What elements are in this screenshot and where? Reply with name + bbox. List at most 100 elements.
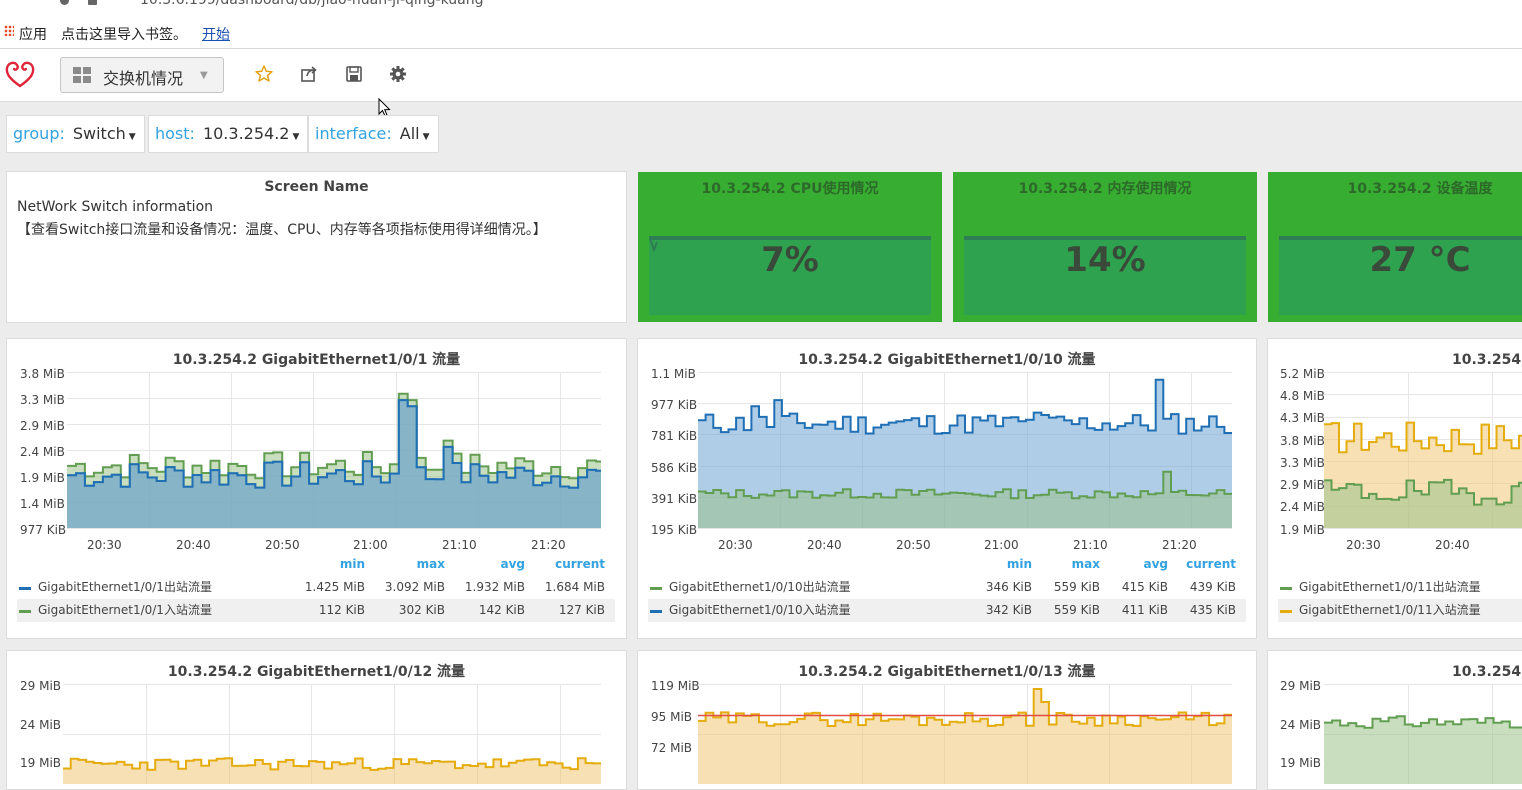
panel-title[interactable]: 10.3.254.2 GigabitEthernet1/0/12 流量 bbox=[167, 664, 466, 680]
legend-row[interactable]: GigabitEthernet1/0/10入站流量 342 KiB 559 Ki… bbox=[648, 599, 1246, 622]
legend-max-value: 3.092 MiB bbox=[384, 580, 445, 594]
y-axis-tick: 3.3 MiB bbox=[20, 393, 65, 407]
bookmarks-bar: 应用 点击这里导入书签。 开始 bbox=[0, 12, 1522, 49]
x-axis-tick: 21:00 bbox=[353, 538, 388, 552]
series-area bbox=[698, 471, 1232, 528]
caret-down-icon: ▼ bbox=[128, 132, 136, 142]
series-color-swatch[interactable] bbox=[1280, 587, 1292, 590]
graph-panel-ge1-0-11: 10.3.254.2 GigabitEthernet1/0/11 流量 5.2 … bbox=[1267, 338, 1522, 639]
share-icon[interactable] bbox=[299, 64, 319, 84]
series-name[interactable]: GigabitEthernet1/0/10入站流量 bbox=[669, 603, 851, 617]
bookmark-start-link[interactable]: 开始 bbox=[202, 27, 230, 43]
graph-plot-area[interactable] bbox=[1324, 684, 1522, 784]
legend-row[interactable]: GigabitEthernet1/0/10出站流量 346 KiB 559 Ki… bbox=[648, 576, 1246, 599]
x-axis-tick: 20:50 bbox=[896, 538, 931, 552]
legend-header-avg[interactable]: avg bbox=[1143, 557, 1168, 571]
series-color-swatch[interactable] bbox=[650, 610, 662, 613]
series-line bbox=[67, 399, 601, 489]
home-icon[interactable] bbox=[88, 0, 97, 5]
legend-row[interactable]: GigabitEthernet1/0/1出站流量 1.425 MiB 3.092… bbox=[17, 576, 615, 599]
sparkline-area bbox=[1279, 236, 1522, 315]
apps-grid-icon[interactable] bbox=[4, 25, 14, 36]
legend-header-avg[interactable]: avg bbox=[500, 557, 525, 571]
legend-header-min[interactable]: min bbox=[339, 557, 365, 571]
y-axis-tick: 4.3 MiB bbox=[1280, 411, 1325, 425]
x-axis-tick: 20:30 bbox=[718, 538, 753, 552]
panel-title[interactable]: 10.3.254.2 GigabitEthernet1/0/10 流量 bbox=[798, 352, 1096, 368]
memory-stat-panel: 10.3.254.2 内存使用情况 14% bbox=[953, 172, 1257, 322]
series-line bbox=[63, 757, 601, 771]
legend-header-max[interactable]: max bbox=[1071, 557, 1100, 571]
variable-group-value[interactable]: Switch bbox=[72, 124, 126, 143]
y-axis-tick: 24 MiB bbox=[20, 718, 62, 732]
variable-host-value[interactable]: 10.3.254.2 bbox=[202, 124, 290, 143]
x-axis-tick: 21:10 bbox=[1073, 538, 1108, 552]
sparkline-spike bbox=[649, 238, 658, 252]
text-line-1: NetWork Switch information bbox=[17, 199, 214, 215]
legend-row[interactable]: GigabitEthernet1/0/11入站流量 bbox=[1278, 599, 1522, 622]
series-area bbox=[1324, 716, 1522, 784]
stat-value: 14% bbox=[1064, 240, 1146, 280]
series-name[interactable]: GigabitEthernet1/0/1出站流量 bbox=[38, 580, 212, 594]
panel-title[interactable]: 10.3.254.2 CPU使用情况 bbox=[701, 181, 879, 197]
bookmark-apps[interactable]: 应用 bbox=[19, 27, 47, 43]
legend-header-max[interactable]: max bbox=[416, 557, 445, 571]
grafana-logo-icon[interactable] bbox=[4, 59, 36, 89]
dashboard-picker-button[interactable]: 交换机情况 ▼ bbox=[60, 57, 224, 93]
panel-title[interactable]: 10.3.254.2 GigabitEthernet1/0/14 流量 bbox=[1452, 664, 1522, 680]
graph-plot-area[interactable] bbox=[67, 372, 601, 530]
series-color-swatch[interactable] bbox=[1280, 610, 1292, 613]
series-line bbox=[698, 470, 1232, 500]
legend-header-min[interactable]: min bbox=[1006, 557, 1032, 571]
series-color-swatch[interactable] bbox=[19, 610, 31, 613]
temperature-stat-panel: 10.3.254.2 设备温度 27 °C bbox=[1268, 172, 1522, 322]
panel-title[interactable]: 10.3.254.2 GigabitEthernet1/0/11 流量 bbox=[1452, 352, 1522, 368]
variable-group[interactable]: group: Switch ▼ bbox=[6, 115, 145, 153]
url-text[interactable]: 10.3.6.199/dashboard/db/jiao-huan-ji-qin… bbox=[140, 0, 484, 8]
legend-header-current[interactable]: current bbox=[555, 557, 605, 571]
y-axis-tick: 24 MiB bbox=[1280, 718, 1322, 732]
graph-panel-ge1-0-14: 10.3.254.2 GigabitEthernet1/0/14 流量 29 M… bbox=[1267, 650, 1522, 790]
series-name[interactable]: GigabitEthernet1/0/11入站流量 bbox=[1299, 603, 1481, 617]
legend-current-value: 1.684 MiB bbox=[544, 580, 605, 594]
variable-interface-value[interactable]: All bbox=[399, 124, 420, 143]
panel-title[interactable]: 10.3.254.2 内存使用情况 bbox=[1018, 181, 1192, 197]
x-axis-tick: 21:20 bbox=[1162, 538, 1197, 552]
panel-title[interactable]: 10.3.254.2 GigabitEthernet1/0/1 流量 bbox=[172, 352, 461, 368]
y-axis-tick: 3.8 MiB bbox=[1280, 434, 1325, 448]
legend-avg-value: 142 KiB bbox=[478, 603, 525, 617]
top-navbar: 交换机情况 ▼ bbox=[0, 49, 1522, 102]
x-axis-tick: 20:30 bbox=[87, 538, 122, 552]
graph-plot-area[interactable] bbox=[63, 684, 601, 784]
legend-avg-value: 1.932 MiB bbox=[464, 580, 525, 594]
graph-plot-area[interactable] bbox=[698, 372, 1232, 530]
legend-row[interactable]: GigabitEthernet1/0/11出站流量 bbox=[1278, 576, 1522, 599]
gear-icon[interactable] bbox=[388, 64, 408, 84]
variable-interface[interactable]: interface: All ▼ bbox=[308, 115, 439, 153]
graph-plot-area[interactable] bbox=[698, 684, 1232, 784]
legend-max-value: 302 KiB bbox=[398, 603, 445, 617]
legend-row[interactable]: GigabitEthernet1/0/1入站流量 112 KiB 302 KiB… bbox=[17, 599, 615, 622]
reload-icon[interactable] bbox=[60, 0, 69, 5]
series-name[interactable]: GigabitEthernet1/0/1入站流量 bbox=[38, 603, 212, 617]
series-line bbox=[67, 392, 601, 480]
panel-title[interactable]: Screen Name bbox=[264, 179, 369, 195]
variable-host[interactable]: host: 10.3.254.2 ▼ bbox=[148, 115, 309, 153]
series-color-swatch[interactable] bbox=[650, 587, 662, 590]
series-color-swatch[interactable] bbox=[19, 587, 31, 590]
y-axis-tick: 391 KiB bbox=[651, 492, 698, 506]
y-axis-tick: 119 MiB bbox=[651, 679, 700, 693]
y-axis-tick: 95 MiB bbox=[651, 710, 693, 724]
panel-title[interactable]: 10.3.254.2 设备温度 bbox=[1347, 181, 1493, 197]
save-icon[interactable] bbox=[344, 64, 364, 84]
stat-value: 7% bbox=[761, 240, 819, 280]
dashboard-title: 交换机情况 bbox=[103, 69, 184, 88]
y-axis-tick: 1.9 MiB bbox=[1280, 523, 1325, 537]
series-name[interactable]: GigabitEthernet1/0/11出站流量 bbox=[1299, 580, 1481, 594]
legend-header-current[interactable]: current bbox=[1186, 557, 1236, 571]
panel-title[interactable]: 10.3.254.2 GigabitEthernet1/0/13 流量 bbox=[798, 664, 1096, 680]
star-icon[interactable] bbox=[254, 64, 274, 84]
series-name[interactable]: GigabitEthernet1/0/10出站流量 bbox=[669, 580, 851, 594]
y-axis-tick: 1.4 MiB bbox=[20, 497, 65, 511]
graph-plot-area[interactable] bbox=[1324, 372, 1522, 530]
